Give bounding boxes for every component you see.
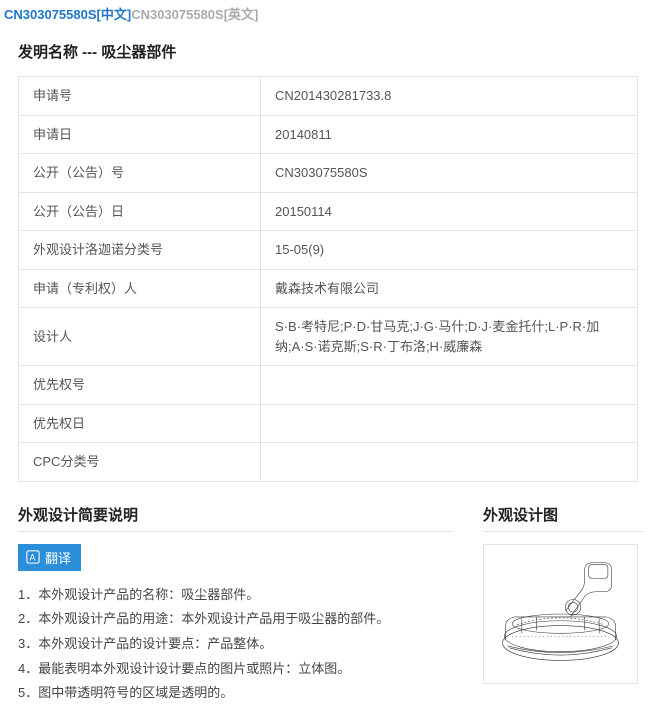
table-row: 公开（公告）号CN303075580S [19, 154, 638, 193]
design-description-section: 外观设计简要说明 A 翻译 1．本外观设计产品的名称：吸尘器部件。2．本外观设计… [18, 504, 453, 706]
info-value [261, 366, 638, 405]
info-label: 申请（专利权）人 [19, 269, 261, 308]
info-value [261, 404, 638, 443]
section-title-description: 外观设计简要说明 [18, 504, 453, 532]
info-value: CN201430281733.8 [261, 77, 638, 116]
list-item: 1．本外观设计产品的名称：吸尘器部件。 [18, 583, 453, 608]
tab-chinese[interactable]: CN303075580S[中文] [4, 7, 131, 22]
info-label: 优先权号 [19, 366, 261, 405]
info-label: 申请号 [19, 77, 261, 116]
info-label: 公开（公告）日 [19, 192, 261, 231]
design-figure [483, 544, 638, 684]
info-label: 外观设计洛迦诺分类号 [19, 231, 261, 270]
description-list: 1．本外观设计产品的名称：吸尘器部件。2．本外观设计产品的用途：本外观设计产品用… [18, 583, 453, 706]
info-value: S·B·考特尼;P·D·甘马克;J·G·马什;D·J·麦金托什;L·P·R·加纳… [261, 308, 638, 366]
info-value: CN303075580S [261, 154, 638, 193]
info-value [261, 443, 638, 482]
table-row: 申请号CN201430281733.8 [19, 77, 638, 116]
title-prefix: 发明名称 --- [18, 44, 101, 61]
tab-english[interactable]: CN303075580S[英文] [131, 7, 258, 22]
table-row: 申请日20140811 [19, 115, 638, 154]
list-item: 3．本外观设计产品的设计要点：产品整体。 [18, 632, 453, 657]
table-row: 设计人S·B·考特尼;P·D·甘马克;J·G·马什;D·J·麦金托什;L·P·R… [19, 308, 638, 366]
translate-label: 翻译 [45, 548, 71, 567]
invention-title-row: 发明名称 --- 吸尘器部件 [0, 31, 661, 76]
design-image-section: 外观设计图 [483, 504, 643, 706]
info-value: 20140811 [261, 115, 638, 154]
info-label: 设计人 [19, 308, 261, 366]
patent-lang-tabs: CN303075580S[中文]CN303075580S[英文] [0, 0, 661, 31]
patent-info-table: 申请号CN201430281733.8申请日20140811公开（公告）号CN3… [18, 76, 638, 482]
table-row: 公开（公告）日20150114 [19, 192, 638, 231]
translate-icon: A [26, 550, 40, 564]
table-row: 优先权号 [19, 366, 638, 405]
table-row: 外观设计洛迦诺分类号15-05(9) [19, 231, 638, 270]
info-label: CPC分类号 [19, 443, 261, 482]
info-label: 申请日 [19, 115, 261, 154]
info-label: 公开（公告）号 [19, 154, 261, 193]
svg-text:A: A [30, 553, 36, 563]
table-row: CPC分类号 [19, 443, 638, 482]
list-item: 5．图中带透明符号的区域是透明的。 [18, 681, 453, 706]
list-item: 2．本外观设计产品的用途：本外观设计产品用于吸尘器的部件。 [18, 607, 453, 632]
list-item: 4．最能表明本外观设计设计要点的图片或照片：立体图。 [18, 657, 453, 682]
table-row: 优先权日 [19, 404, 638, 443]
info-value: 20150114 [261, 192, 638, 231]
translate-button[interactable]: A 翻译 [18, 544, 81, 571]
info-value: 15-05(9) [261, 231, 638, 270]
info-label: 优先权日 [19, 404, 261, 443]
table-row: 申请（专利权）人戴森技术有限公司 [19, 269, 638, 308]
title-name: 吸尘器部件 [101, 44, 176, 61]
section-title-image: 外观设计图 [483, 504, 643, 532]
info-value: 戴森技术有限公司 [261, 269, 638, 308]
